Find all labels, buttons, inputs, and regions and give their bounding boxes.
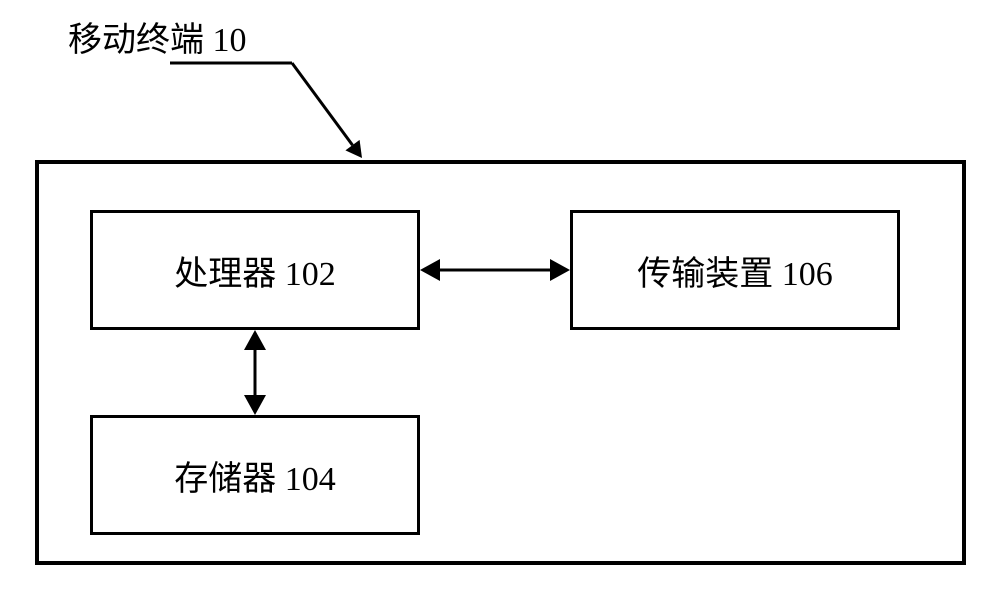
node-processor-label: 处理器 102	[174, 246, 336, 295]
node-transport: 传输装置 106	[570, 210, 900, 330]
node-transport-label: 传输装置 106	[637, 246, 833, 295]
node-memory-label: 存储器 104	[174, 451, 336, 500]
node-memory: 存储器 104	[90, 415, 420, 535]
diagram-title: 移动终端 10	[68, 12, 247, 61]
diagram-stage: 移动终端 10 处理器 102 传输装置 106 存储器 104	[0, 0, 1000, 611]
node-processor: 处理器 102	[90, 210, 420, 330]
